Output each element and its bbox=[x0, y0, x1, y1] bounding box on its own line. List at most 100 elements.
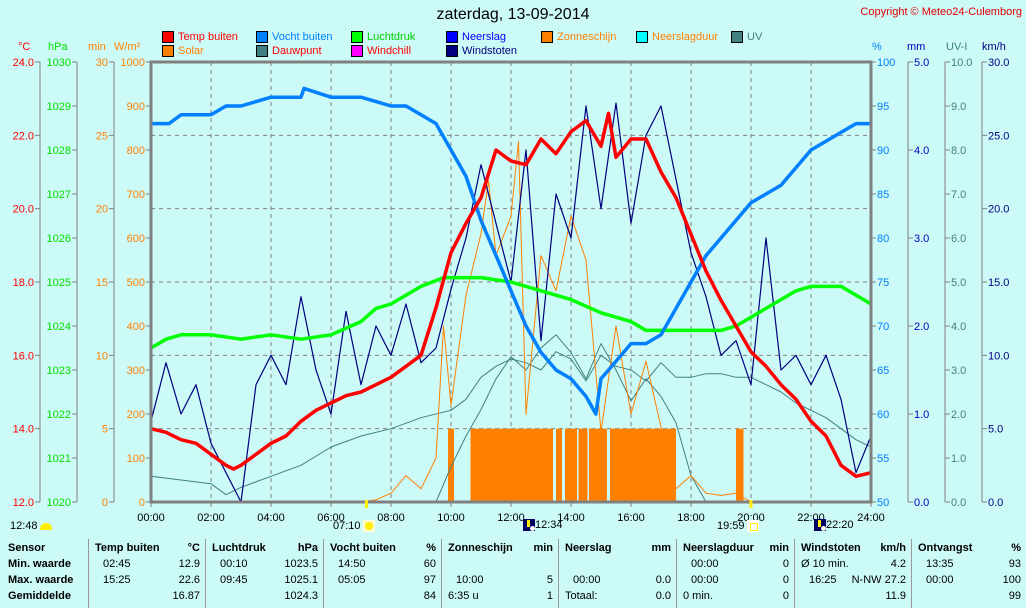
tick-label-humidity: 65 bbox=[877, 365, 889, 377]
stats-cell-time: 09:45 bbox=[220, 574, 248, 586]
stats-row: 99 bbox=[912, 590, 1026, 606]
stats-column-ontvangst: Ontvangst% 13:35 93 00:00 100 99 bbox=[911, 539, 1026, 608]
stats-column-neerslagduur: Neerslagduur min 00:00 0 00:00 0 0 min. 0 bbox=[676, 539, 795, 608]
legend-item-solar: Solar bbox=[162, 45, 204, 57]
tick-label-solar: 400 bbox=[127, 321, 145, 333]
stats-cell-value: N-NW 27.2 bbox=[851, 574, 906, 586]
x-tick-label: 00:00 bbox=[137, 512, 165, 524]
tick-label-humidity: 90 bbox=[877, 145, 889, 157]
stats-cell-time: Gemiddelde bbox=[8, 590, 71, 602]
x-tick-label: 08:00 bbox=[377, 512, 405, 524]
stats-header-row: Neerslag mm bbox=[559, 542, 677, 558]
tick-label-sunshine_min: 5 bbox=[102, 424, 108, 436]
stats-cell-time: 00:10 bbox=[220, 558, 248, 570]
tick-label-rain: 5.0 bbox=[914, 57, 929, 69]
legend-swatch bbox=[446, 31, 458, 43]
legend-item-zonneschijn: Zonneschijn bbox=[541, 31, 616, 43]
sunshine-bar bbox=[578, 428, 588, 502]
stats-row: 16:25 N-NW 27.2 bbox=[795, 574, 912, 590]
tick-label-solar: 600 bbox=[127, 233, 145, 245]
tick-label-uv: 2.0 bbox=[951, 409, 966, 421]
sunset-tick bbox=[749, 500, 753, 508]
tick-label-solar: 0 bbox=[139, 497, 145, 509]
stats-cell-time: 16:25 bbox=[809, 574, 837, 586]
legend-label: Neerslag bbox=[462, 31, 507, 43]
tick-label-temp: 16.0 bbox=[13, 350, 34, 362]
tick-label-solar: 200 bbox=[127, 409, 145, 421]
series-line-temp-buiten bbox=[150, 111, 872, 479]
legend-swatch bbox=[541, 31, 553, 43]
moonrise-marker: 12:34 bbox=[523, 519, 563, 531]
axis-unit-uv: UV-I bbox=[946, 41, 968, 53]
axes: 24.022.020.018.016.014.012.0103010291028… bbox=[13, 57, 1010, 509]
stats-cell-value: 1 bbox=[546, 590, 553, 602]
stats-row: 84 bbox=[324, 590, 442, 606]
sunrise-marker: 07:10 bbox=[333, 520, 375, 532]
stats-row: 6:35 u 1 bbox=[442, 590, 559, 606]
stats-cell-value: 0 bbox=[782, 590, 789, 602]
stats-row: Min. waarde bbox=[0, 558, 88, 574]
stats-header: Neerslag bbox=[565, 542, 612, 554]
stats-cell-value: 93 bbox=[1008, 558, 1021, 570]
axis-unit-pressure: hPa bbox=[48, 41, 68, 53]
tick-label-pressure: 1026 bbox=[47, 233, 71, 245]
legend-swatch bbox=[256, 45, 268, 57]
axis-unit-wind: km/h bbox=[982, 41, 1006, 53]
sunset-icon bbox=[746, 520, 759, 532]
weather-chart: 24.022.020.018.016.014.012.0103010291028… bbox=[13, 57, 1010, 524]
tick-label-wind: 15.0 bbox=[988, 277, 1009, 289]
stats-row: 02:45 12.9 bbox=[89, 558, 206, 574]
legend-label: Luchtdruk bbox=[367, 31, 416, 43]
tick-label-solar: 1000 bbox=[121, 57, 145, 69]
stats-header-row: Luchtdruk hPa bbox=[206, 542, 324, 558]
tick-label-rain: 3.0 bbox=[914, 233, 929, 245]
stats-column-zonneschijn: Zonneschijn min 10:00 5 6:35 u 1 bbox=[441, 539, 559, 608]
tick-label-humidity: 85 bbox=[877, 189, 889, 201]
tick-label-rain: 0.0 bbox=[914, 497, 929, 509]
stats-cell-time: 0 min. bbox=[683, 590, 713, 602]
sunset-time: 19:59 bbox=[717, 520, 745, 532]
legend-item-windchill: Windchill bbox=[351, 45, 411, 57]
tick-label-uv: 0.0 bbox=[951, 497, 966, 509]
tick-label-humidity: 100 bbox=[877, 57, 895, 69]
x-tick-label: 24:00 bbox=[857, 512, 885, 524]
stats-header-row: Temp buiten °C bbox=[89, 542, 206, 558]
stats-row: 10:00 5 bbox=[442, 574, 559, 590]
legend-item-uv: UV bbox=[731, 31, 762, 43]
stats-unit: min bbox=[769, 542, 789, 554]
stats-header: Ontvangst bbox=[918, 542, 973, 554]
tick-label-uv: 4.0 bbox=[951, 321, 966, 333]
sunset-marker: 19:59 bbox=[717, 520, 759, 532]
series-lines bbox=[150, 86, 872, 503]
x-tick-label: 10:00 bbox=[437, 512, 465, 524]
sunshine-bar bbox=[565, 428, 577, 502]
stats-column-vocht-buiten: Vocht buiten% 14:50 60 05:05 97 84 bbox=[323, 539, 442, 608]
stats-cell-value: 100 bbox=[1002, 574, 1021, 586]
stats-column-luchtdruk: Luchtdruk hPa 00:10 1023.5 09:45 1025.1 1024.3 bbox=[205, 539, 324, 608]
sunshine-bar bbox=[490, 428, 553, 502]
tick-label-rain: 1.0 bbox=[914, 409, 929, 421]
tick-label-temp: 12.0 bbox=[13, 497, 34, 509]
stats-unit: km/h bbox=[880, 542, 906, 554]
legend-item-neerslagduur: Neerslagduur bbox=[636, 31, 718, 43]
stats-cell-value: 5 bbox=[546, 574, 553, 586]
stats-cell-value: 1025.1 bbox=[284, 574, 318, 586]
tick-label-temp: 18.0 bbox=[13, 277, 34, 289]
legend-item-neerslag: Neerslag bbox=[446, 31, 506, 43]
x-tick-label: 12:00 bbox=[497, 512, 525, 524]
legend-item-luchtdruk: Luchtdruk bbox=[351, 31, 415, 43]
stats-cell-time: 05:05 bbox=[338, 574, 366, 586]
tick-label-uv: 8.0 bbox=[951, 145, 966, 157]
tick-label-wind: 0.0 bbox=[988, 497, 1003, 509]
moonset-time: 22:20 bbox=[826, 519, 854, 531]
legend-swatch bbox=[162, 45, 174, 57]
stats-header: Luchtdruk bbox=[212, 542, 266, 554]
tick-label-solar: 700 bbox=[127, 189, 145, 201]
sunshine-bar bbox=[448, 428, 454, 502]
stats-cell-value: 0 bbox=[782, 558, 789, 570]
stats-row: 13:35 93 bbox=[912, 558, 1026, 574]
stats-header-row: Zonneschijn min bbox=[442, 542, 559, 558]
legend-item-temp-buiten: Temp buiten bbox=[162, 31, 238, 43]
stats-cell-value: 12.9 bbox=[178, 558, 200, 570]
stats-column-temp-buiten: Temp buiten °C 02:45 12.9 15:25 22.6 16.87 bbox=[88, 539, 206, 608]
